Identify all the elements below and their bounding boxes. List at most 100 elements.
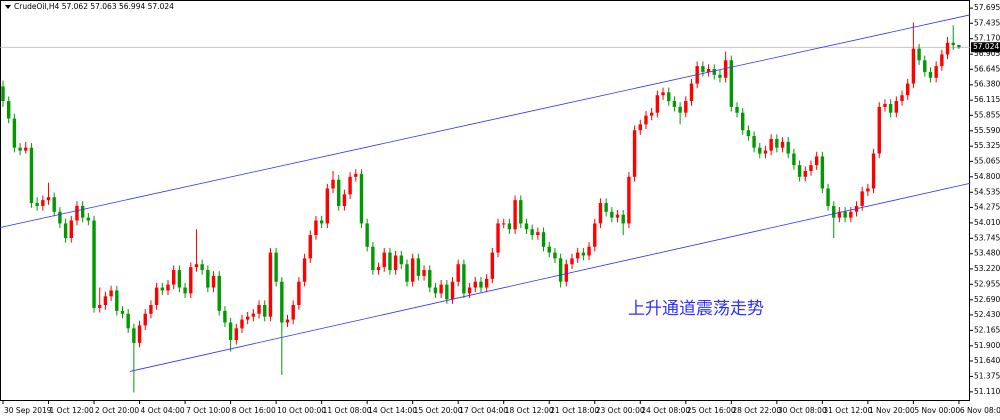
candle-body [166,284,170,291]
candle-body [632,130,637,177]
low-value: 56.994 [119,2,145,11]
candle-body [957,45,961,48]
candle-body [473,281,477,288]
candle-body [894,101,899,113]
x-tick-label: 2 Oct 20:00 [95,406,139,415]
candle-body [832,205,836,218]
candle-body [228,322,233,340]
x-tick-label: 15 Oct 20:00 [414,406,463,415]
candle-body [900,95,904,102]
y-tick-label: 57.695 [974,3,1000,12]
candle-body [581,252,586,256]
candle-body [177,270,182,288]
candle-body [940,54,944,67]
candle-body [433,287,438,294]
candle-body [439,284,443,294]
y-tick-label: 56.380 [974,80,1000,89]
x-tick-label: 5 Nov 00:00 [914,406,960,415]
candle-body [331,179,335,189]
candle-body [41,200,45,206]
y-tick-label: 54.535 [974,187,1000,196]
candle-body [35,203,39,206]
candle-body [263,305,267,317]
candle-body [428,270,432,288]
candle-body [297,281,301,306]
candle-body [69,220,73,239]
channel-line [129,182,971,372]
candle-body [319,220,324,224]
candle-body [46,197,51,201]
chart-header: CrudeOil,H4 57.062 57.063 56.994 57.024 [14,2,174,11]
candle-body [627,176,631,224]
candle-body [871,153,876,189]
y-tick-label: 51.375 [974,371,1000,380]
candle-body [109,290,113,297]
x-tick-label: 1 Oct 12:00 [50,406,94,415]
y-tick-label: 53.480 [974,249,1000,258]
candle-body [837,211,842,218]
y-tick-label: 54.800 [974,172,1000,181]
candle-body [211,275,216,288]
candle-body [820,156,825,189]
candle-body [575,252,580,259]
x-tick-label: 8 Oct 16:00 [232,406,276,415]
y-tick-label: 54.275 [974,202,1000,211]
candle-body [758,147,762,154]
candle-body [706,69,711,72]
candle-body [120,310,125,314]
y-tick-label: 56.115 [974,95,1000,104]
candle-body [1,86,5,102]
candle-body [484,278,489,288]
candle-body [570,258,574,265]
y-tick-label: 52.430 [974,310,1000,319]
candle-body [302,258,307,282]
candle-body [137,325,142,343]
candle-body [792,153,796,166]
y-tick-label: 51.640 [974,356,1000,365]
x-tick-label: 31 Oct 12:00 [823,406,872,415]
candle-body [763,150,768,154]
candle-body [337,179,341,206]
candle-body [285,319,290,323]
candle-body [604,203,608,212]
candle-body [797,165,802,177]
candle-body [456,264,460,282]
candle-body [735,106,739,113]
candle-body [849,211,853,218]
y-tick-label: 56.905 [974,49,1000,58]
x-tick-label: 30 Oct 08:00 [778,406,827,415]
candle-body [928,71,933,78]
y-tick-label: 55.590 [974,126,1000,135]
candle-body [371,246,375,271]
candle-body [274,252,278,282]
candle-body [541,232,546,247]
candle-body [98,305,102,308]
candle-body [524,223,529,230]
candle-body [519,200,523,224]
candle-body [234,328,238,340]
candle-body [741,112,745,131]
candle-body [923,60,927,72]
candle-body [598,203,603,224]
candle-body [661,92,665,96]
candle-body [268,252,273,317]
candle-body [382,252,386,268]
candle-body [587,246,591,256]
candle-body [291,305,295,320]
candle-body [610,211,614,218]
candle-body [888,103,893,113]
y-tick-label: 51.110 [974,387,1000,396]
candle-body [689,83,694,102]
candle-body [553,252,557,259]
candle-body [80,205,85,218]
x-tick-label: 6 Nov 08:00 [960,406,1000,415]
candle-body [18,147,22,151]
x-tick-label: 18 Oct 12:00 [505,406,554,415]
candle-body [877,106,881,154]
candle-body [103,296,108,306]
candle-body [701,66,705,72]
candle-body [58,211,62,224]
candle-body [490,252,495,279]
candle-body [280,281,284,323]
candle-body [149,305,153,314]
